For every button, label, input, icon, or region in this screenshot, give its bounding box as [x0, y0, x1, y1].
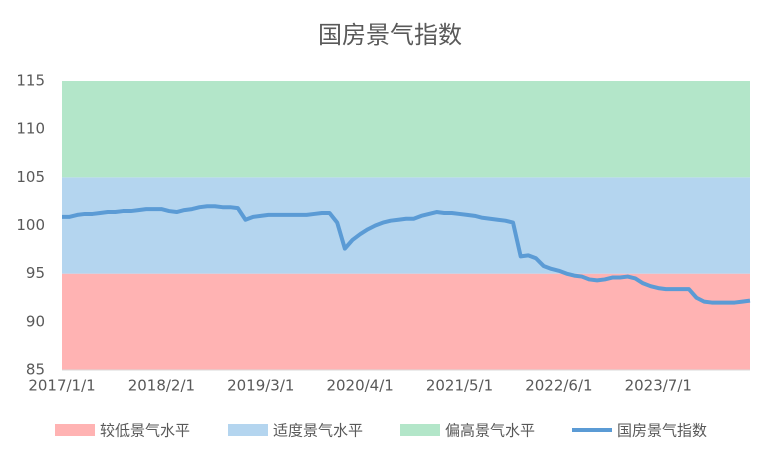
x-tick-label: 2023/7/1 — [625, 377, 692, 395]
x-tick-label: 2020/4/1 — [326, 377, 393, 395]
legend-label: 国房景气指数 — [617, 422, 707, 440]
legend-swatch — [228, 424, 268, 436]
y-tick-label: 90 — [26, 312, 45, 330]
legend-label: 偏高景气水平 — [445, 422, 535, 440]
y-tick-label: 100 — [16, 216, 45, 234]
x-tick-label: 2018/2/1 — [128, 377, 195, 395]
band — [62, 177, 750, 274]
x-tick-label: 2019/3/1 — [227, 377, 294, 395]
y-tick-label: 105 — [16, 168, 45, 186]
band — [62, 81, 750, 178]
x-tick-label: 2021/5/1 — [426, 377, 493, 395]
line — [62, 204, 751, 305]
y-tick-label: 95 — [26, 264, 45, 282]
legend-label: 较低景气水平 — [100, 422, 190, 440]
y-tick-label: 85 — [26, 361, 45, 379]
x-tick-label: 2022/6/1 — [525, 377, 592, 395]
legend-swatch — [55, 424, 95, 436]
legend-label: 适度景气水平 — [273, 422, 363, 440]
y-tick-label: 110 — [16, 120, 45, 138]
band — [62, 273, 750, 370]
chart-title: 国房景气指数 — [318, 21, 462, 49]
x-tick-label: 2017/1/1 — [28, 377, 95, 395]
legend-swatch — [400, 424, 440, 436]
y-tick-label: 115 — [16, 72, 45, 90]
